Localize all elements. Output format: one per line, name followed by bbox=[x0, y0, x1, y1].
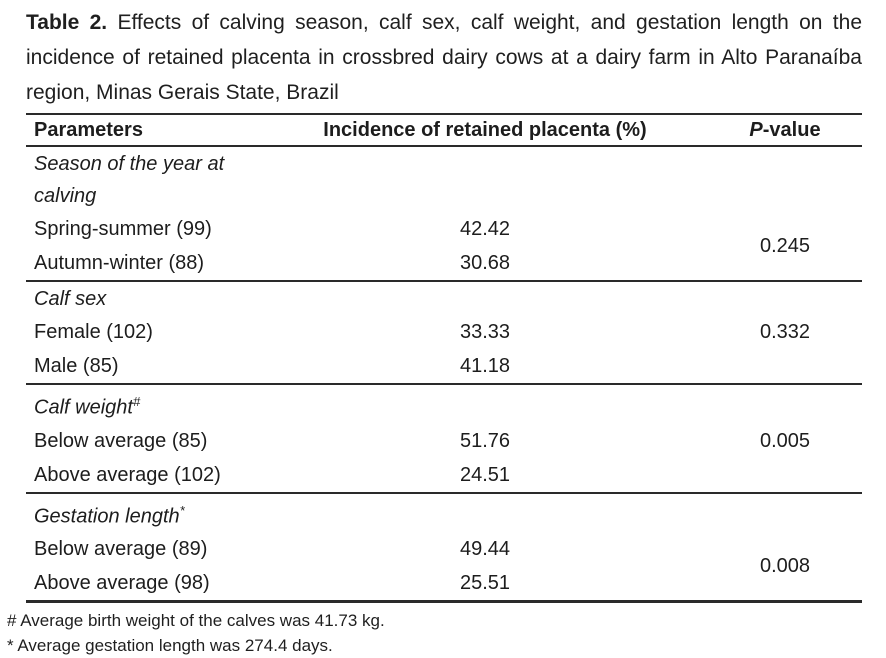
row-incidence-value: 25.51 bbox=[459, 572, 511, 595]
p-value-italic-p: P bbox=[749, 118, 763, 141]
table-caption-label: Table 2. bbox=[26, 11, 108, 34]
row-incidence-value: 33.33 bbox=[459, 321, 511, 343]
p-value-cell: 0.245 bbox=[759, 235, 811, 257]
p-value-cell: 0.008 bbox=[759, 555, 811, 578]
table-caption: Table 2. Effects of calving season, calf… bbox=[26, 5, 862, 110]
row-label: Below average (89) bbox=[34, 538, 208, 561]
column-header-p-value: P-value bbox=[660, 119, 862, 142]
p-value-cell: 0.005 bbox=[759, 429, 811, 452]
section-heading-text: Gestation length bbox=[34, 505, 180, 528]
table-caption-text: Effects of calving season, calf sex, cal… bbox=[26, 11, 862, 104]
table-header-row: Parameters Incidence of retained placent… bbox=[26, 115, 862, 147]
row-incidence-value: 51.76 bbox=[459, 429, 511, 452]
page: Table 2. Effects of calving season, calf… bbox=[7, 5, 862, 656]
row-incidence-value: 24.51 bbox=[459, 463, 511, 486]
column-header-parameters: Parameters bbox=[34, 118, 143, 141]
row-label: Female (102) bbox=[34, 321, 153, 343]
table-footnotes: # Average birth weight of the calves was… bbox=[7, 608, 862, 658]
section-heading-text: Calf sex bbox=[34, 288, 107, 310]
section-heading-superscript: # bbox=[132, 394, 141, 409]
row-label: Spring-summer (99) bbox=[34, 218, 212, 240]
row-label: Autumn-winter (88) bbox=[34, 252, 205, 274]
row-label: Below average (85) bbox=[34, 429, 208, 452]
row-label: Above average (102) bbox=[34, 463, 221, 486]
footnote-birth-weight: # Average birth weight of the calves was… bbox=[7, 611, 385, 631]
footnote-gestation-length: * Average gestation length was 274.4 day… bbox=[7, 636, 333, 656]
row-incidence-value: 49.44 bbox=[459, 538, 511, 561]
section-heading: Calf sex bbox=[26, 282, 266, 315]
section-calf-sex: Calf sex Female (102) 33.33 Male (85) 41… bbox=[26, 282, 862, 385]
row-incidence-value: 41.18 bbox=[459, 355, 511, 377]
table: Parameters Incidence of retained placent… bbox=[26, 113, 862, 604]
section-heading: Calf weight# bbox=[26, 385, 266, 424]
p-value-rest: -value bbox=[762, 118, 821, 141]
row-incidence-value: 30.68 bbox=[459, 252, 511, 274]
section-heading-text: Calf weight bbox=[34, 396, 133, 419]
row-label: Above average (98) bbox=[34, 572, 210, 595]
section-calf-weight: Calf weight# Below average (85) 51.76 Ab… bbox=[26, 385, 862, 494]
row-label: Male (85) bbox=[34, 355, 119, 377]
section-heading: Gestation length* bbox=[26, 494, 266, 533]
section-heading-text: Season of the year at calving bbox=[34, 153, 225, 207]
p-value-cell: 0.332 bbox=[759, 321, 811, 343]
section-calving-season: Season of the year at calving Spring-sum… bbox=[26, 147, 862, 282]
section-gestation-length: Gestation length* Below average (89) 49.… bbox=[26, 494, 862, 604]
row-incidence-value: 42.42 bbox=[459, 218, 511, 240]
section-heading-superscript: * bbox=[179, 502, 185, 518]
section-heading: Season of the year at calving bbox=[26, 147, 266, 212]
column-header-incidence: Incidence of retained placenta (%) bbox=[323, 118, 647, 141]
